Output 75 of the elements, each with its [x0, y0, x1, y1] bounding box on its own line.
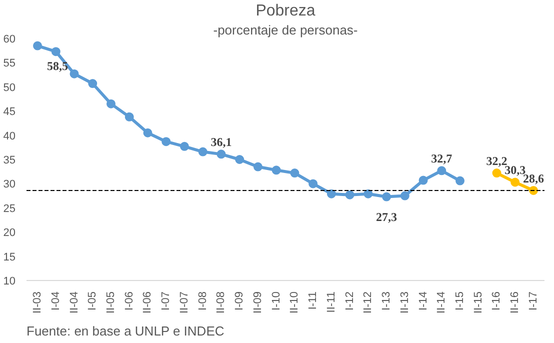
y-tick-label: 20 [3, 227, 16, 240]
point [180, 142, 189, 151]
y-tick-label: 40 [3, 130, 16, 142]
y-tick-label: 35 [3, 154, 16, 166]
data-label: 36,1 [210, 135, 232, 150]
x-tick-label: II-14 [436, 291, 448, 314]
x-tick-label: II-07 [178, 291, 190, 314]
x-tick-label: II-16 [509, 291, 522, 314]
data-label: 32,7 [431, 152, 452, 166]
x-tick-label: I-11 [307, 292, 320, 310]
x-tick-label: II-13 [398, 291, 411, 314]
point [308, 179, 318, 188]
point [51, 47, 60, 56]
point [400, 191, 410, 200]
x-tick-label: II-12 [362, 291, 374, 314]
x-tick-label: I-13 [380, 291, 393, 310]
x-tick-label: I-08 [196, 291, 209, 310]
x-tick-label: II-15 [472, 291, 484, 314]
y-tick-label: 50 [3, 82, 16, 94]
point [162, 137, 171, 146]
point [492, 168, 502, 178]
point [437, 166, 446, 176]
point [528, 186, 538, 195]
x-tick-label: I-14 [417, 291, 430, 310]
point [216, 150, 226, 159]
y-tick-label: 45 [3, 106, 16, 118]
y-tick-label: 55 [3, 58, 16, 70]
x-tick-label: I-04 [50, 291, 62, 310]
x-tick-label: II-04 [68, 291, 80, 314]
data-label: 58,5 [47, 58, 68, 73]
x-tick-label: II-10 [288, 291, 301, 314]
x-tick-label: I-05 [86, 291, 99, 310]
x-tick-label: I-07 [160, 291, 172, 310]
x-tick-label: I-15 [454, 291, 466, 310]
point [456, 176, 465, 186]
x-tick-label: II-05 [104, 291, 117, 314]
chart-subtitle: -porcentaje de personas- [213, 22, 358, 38]
x-tick-label: II-11 [325, 291, 338, 313]
point [143, 128, 152, 138]
point [88, 79, 98, 88]
x-tick-label: I-17 [527, 291, 540, 310]
point [364, 189, 373, 198]
y-tick-label: 15 [3, 251, 16, 264]
x-tick-label: II-06 [142, 291, 154, 314]
point [382, 192, 392, 202]
y-tick-label: 60 [3, 34, 16, 46]
y-tick-label: 25 [3, 202, 16, 215]
x-tick-label: I-16 [490, 291, 503, 310]
x-tick-label: I-12 [344, 291, 356, 310]
point [272, 166, 281, 175]
point [326, 189, 336, 198]
point [198, 147, 208, 156]
data-label: 32,2 [486, 154, 508, 168]
point [510, 178, 520, 187]
x-tick-label: I-10 [270, 291, 282, 310]
source-note: Fuente: en base a UNLP e INDEC [26, 324, 224, 338]
point [253, 162, 262, 172]
x-tick-label: II-09 [252, 291, 264, 314]
point [106, 99, 116, 108]
y-tick-label: 10 [3, 276, 16, 288]
point [124, 112, 134, 122]
x-tick-label: I-06 [123, 291, 136, 310]
point [418, 176, 428, 185]
y-tick-label: 30 [3, 178, 16, 191]
chart-title: Pobreza [256, 2, 316, 20]
point [33, 41, 42, 50]
data-label: 27,3 [376, 210, 398, 224]
point [290, 168, 300, 178]
x-tick-label: I-09 [234, 291, 246, 310]
point [345, 190, 354, 200]
point [235, 155, 244, 164]
data-label: 30,3 [504, 163, 526, 178]
x-tick-label: II-03 [32, 291, 44, 314]
point [70, 69, 79, 78]
x-tick-label: II-08 [215, 291, 228, 314]
